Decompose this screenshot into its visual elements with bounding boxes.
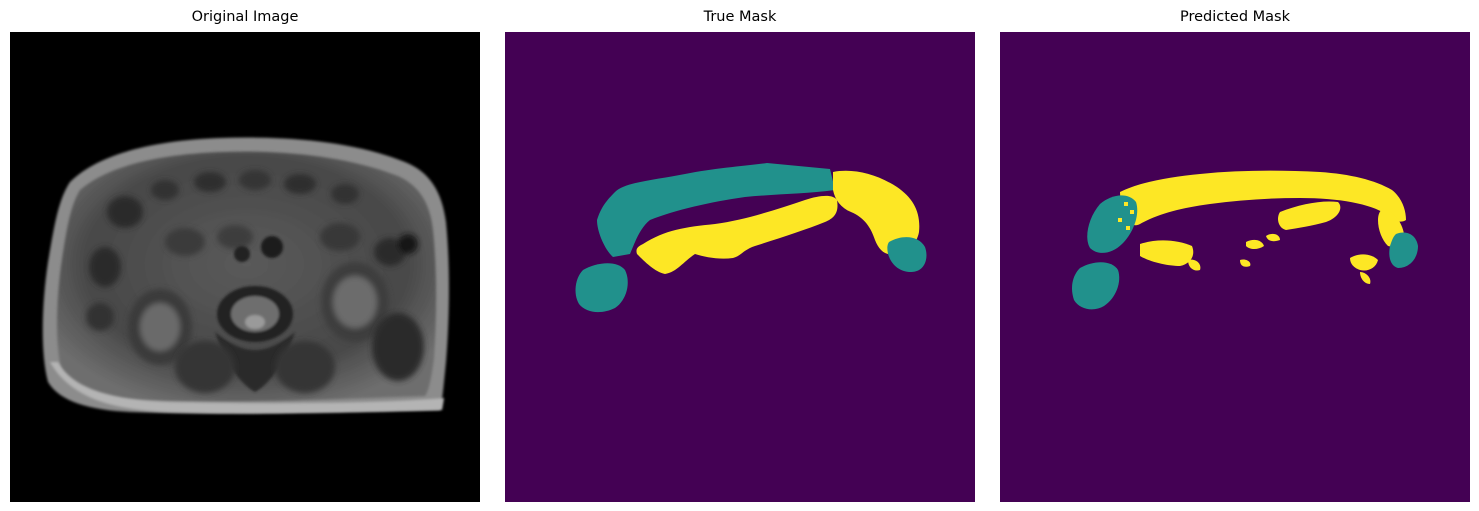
bowel-loops xyxy=(86,170,418,331)
spleen-region xyxy=(372,313,424,381)
panel-title-predicted-mask: Predicted Mask xyxy=(1179,9,1291,25)
predicted-mask-yellow-band xyxy=(1278,201,1341,230)
aorta-region xyxy=(261,236,283,258)
kidneys xyxy=(128,262,389,365)
predicted-mask-teal-upper-left xyxy=(1087,195,1138,253)
predicted-mask-yellow-arc xyxy=(1120,170,1406,226)
true-mask-image xyxy=(505,32,975,502)
true-mask-teal-right xyxy=(887,237,927,272)
predicted-mask-teal-lower-left xyxy=(1072,262,1120,310)
spine-region xyxy=(215,286,295,392)
true-mask-teal-arc xyxy=(597,163,835,257)
predicted-mask-yellow-fragments xyxy=(1140,233,1378,284)
panel-title-true-mask: True Mask xyxy=(703,9,777,25)
paraspinal-muscles xyxy=(175,341,335,393)
panel-true-mask: True Mask xyxy=(505,0,975,511)
mask-background xyxy=(1000,32,1470,502)
vena-cava-region xyxy=(234,246,250,262)
panel-title-original: Original Image xyxy=(191,9,299,25)
predicted-mask-image xyxy=(1000,32,1470,502)
predicted-mask-teal-right xyxy=(1389,232,1418,268)
true-mask-yellow-band xyxy=(636,195,838,274)
true-mask-teal-left xyxy=(575,263,628,313)
panel-original-image: Original Image xyxy=(10,0,480,511)
predicted-mask-mixed-pixels xyxy=(1118,202,1134,230)
posterior-fat-band xyxy=(50,362,444,414)
true-mask-yellow-hook xyxy=(833,170,920,255)
panel-predicted-mask: Predicted Mask xyxy=(1000,0,1470,511)
mri-scan-image xyxy=(10,32,480,502)
